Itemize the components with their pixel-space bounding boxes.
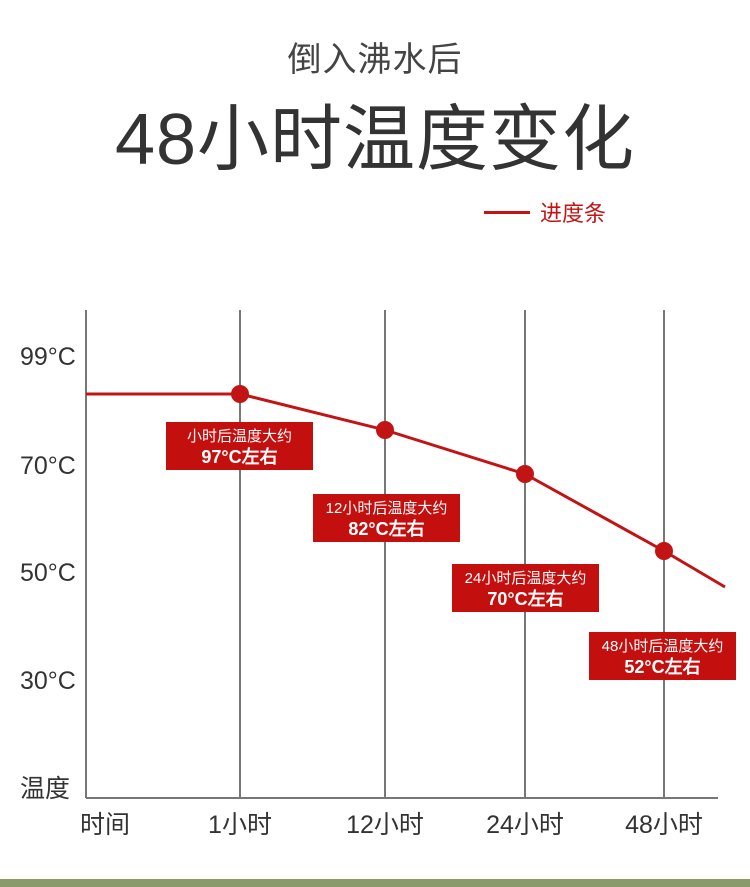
annotation-box [452,564,599,612]
annotation-line1: 12小时后温度大约 [326,500,448,517]
y-axis-label: 温度 [20,775,70,803]
annotation-line2: 70°C左右 [487,588,563,609]
annotation-line2: 97°C左右 [201,446,277,467]
page-subtitle: 倒入沸水后 [287,41,463,79]
y-tick-label: 99°C [20,343,76,371]
data-point [516,465,534,483]
annotation-box [166,422,313,470]
x-tick-label: 1小时 [208,811,272,839]
annotation-line2: 82°C左右 [348,518,424,539]
annotation-line1: 小时后温度大约 [187,428,292,445]
data-point [231,385,249,403]
annotation-box [313,494,460,542]
legend-line-swatch [484,210,530,214]
series-line [86,392,726,589]
x-tick-label: 12小时 [346,811,424,839]
page-title: 48小时温度变化 [114,100,636,180]
x-tick-label: 24小时 [486,811,564,839]
y-tick-label: 70°C [20,452,76,480]
data-point [655,542,673,560]
legend-label: 进度条 [540,201,607,226]
bottom-divider [0,879,750,887]
annotation-box [589,632,736,680]
annotation-line2: 52°C左右 [624,656,700,677]
x-axis-label: 时间 [80,811,130,839]
annotation-line1: 24小时后温度大约 [465,570,587,587]
y-tick-label: 50°C [20,559,76,587]
x-tick-label: 48小时 [625,811,703,839]
chart-legend: 进度条 [484,198,606,226]
annotation-line1: 48小时后温度大约 [602,638,724,655]
data-point [376,421,394,439]
y-tick-label: 30°C [20,667,76,695]
